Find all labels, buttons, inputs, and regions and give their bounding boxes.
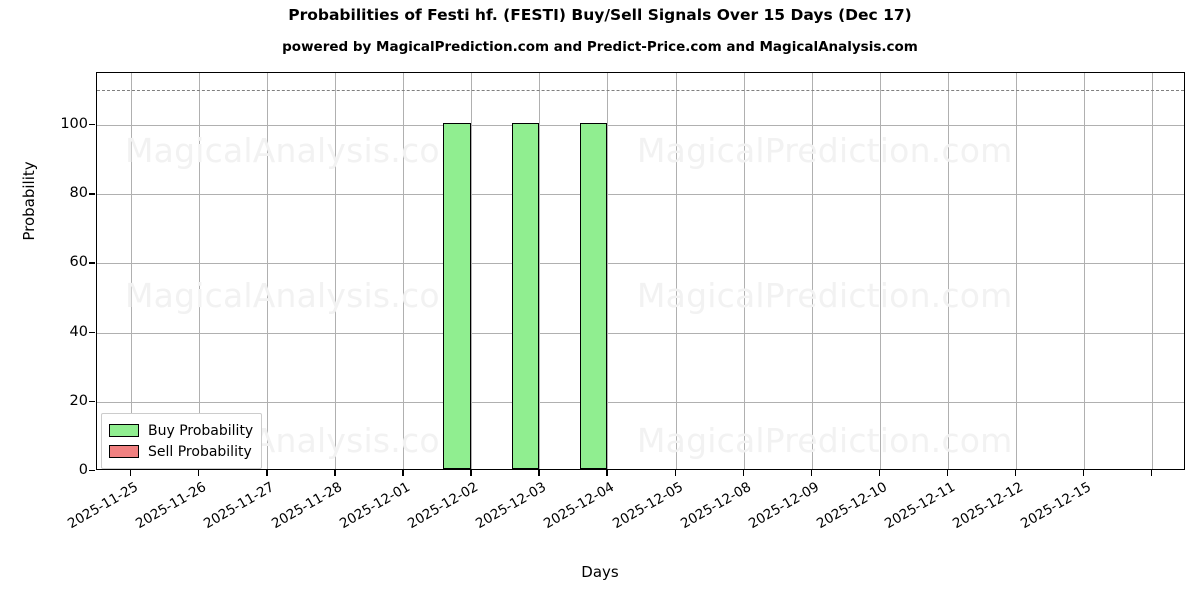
y-tick-mark (89, 262, 95, 264)
gridline-vertical (403, 73, 405, 469)
x-tick-mark (334, 470, 336, 476)
x-tick-mark (130, 470, 132, 476)
x-tick-mark (538, 470, 540, 476)
y-tick-mark (89, 123, 95, 126)
watermark-text: MagicalAnalysis.com (125, 131, 473, 170)
x-tick-mark (674, 470, 676, 476)
x-axis-ticks: 2025-11-25 2025-11-26 2025-11-27 2025-11-28… (65, 470, 1185, 590)
chart-legend: Buy Probability Sell Probability (101, 413, 263, 469)
gridline-vertical (471, 73, 473, 469)
threshold-line (97, 90, 1184, 92)
y-tick-mark (89, 400, 95, 403)
gridline-horizontal (97, 194, 1184, 196)
gridline-vertical (811, 73, 813, 469)
y-tick-label: 40 (69, 323, 88, 340)
legend-label-sell: Sell Probability (148, 443, 252, 460)
gridline-vertical (743, 73, 745, 469)
legend-item-sell[interactable]: Sell Probability (109, 441, 253, 462)
watermark-text: MagicalPrediction.com (637, 131, 1013, 170)
x-tick-mark (266, 470, 268, 476)
bar-buy-probability[interactable] (511, 122, 540, 469)
y-axis-labels: 0 20 40 60 80 100 (0, 72, 88, 478)
x-tick-mark (198, 470, 200, 476)
y-tick-label: 0 (78, 462, 88, 478)
gridline-horizontal (97, 124, 1184, 126)
bar-buy-probability[interactable] (579, 122, 608, 469)
gridline-vertical (1151, 73, 1153, 469)
gridline-horizontal (97, 332, 1184, 334)
x-tick-mark (606, 470, 608, 476)
y-tick-label: 80 (69, 185, 88, 202)
gridline-vertical (1083, 73, 1085, 469)
y-axis-ticks (0, 72, 96, 472)
x-tick-mark (878, 470, 881, 476)
gridline-vertical (1015, 73, 1017, 469)
x-tick-mark (742, 470, 744, 476)
y-tick-mark (89, 331, 95, 333)
gridline-vertical (947, 73, 949, 469)
gridline-vertical (335, 73, 337, 469)
x-tick-mark (470, 470, 472, 476)
gridline-vertical (267, 73, 269, 469)
watermark-text: MagicalAnalysis.com (125, 276, 473, 315)
y-tick-label: 60 (69, 254, 88, 271)
y-tick-label: 20 (69, 392, 88, 409)
y-tick-mark (89, 470, 95, 472)
legend-item-buy[interactable]: Buy Probability (109, 420, 253, 441)
gridline-vertical (131, 73, 133, 469)
x-tick-mark (1150, 470, 1153, 476)
x-tick-mark (1082, 470, 1085, 476)
watermark-text: MagicalPrediction.com (637, 276, 1013, 315)
legend-swatch-buy (109, 424, 139, 437)
gridline-vertical (879, 73, 881, 469)
x-axis-title: Days (581, 563, 619, 581)
y-axis-title: Probability (20, 161, 38, 241)
watermark-text: MagicalPrediction.com (637, 421, 1013, 460)
legend-swatch-sell (109, 445, 139, 458)
gridline-vertical (199, 73, 201, 469)
chart-subtitle: powered by MagicalPrediction.com and Pre… (282, 39, 918, 55)
y-tick-label: 100 (60, 115, 88, 132)
legend-label-buy: Buy Probability (148, 422, 254, 439)
bar-buy-probability[interactable] (443, 122, 472, 469)
x-tick-mark (810, 470, 813, 476)
gridline-horizontal (97, 263, 1184, 265)
gridline-vertical (607, 73, 609, 469)
x-tick-mark (402, 470, 404, 476)
plot-area: MagicalAnalysis.com MagicalPrediction.com… (96, 72, 1185, 470)
gridline-vertical (675, 73, 677, 469)
gridline-vertical (539, 73, 541, 469)
chart-title: Probabilities of Festi hf. (FESTI) Buy/S… (288, 6, 912, 24)
x-tick-mark (1014, 470, 1017, 476)
gridline-horizontal (97, 401, 1184, 403)
x-tick-mark (946, 470, 949, 476)
y-tick-mark (89, 193, 95, 195)
